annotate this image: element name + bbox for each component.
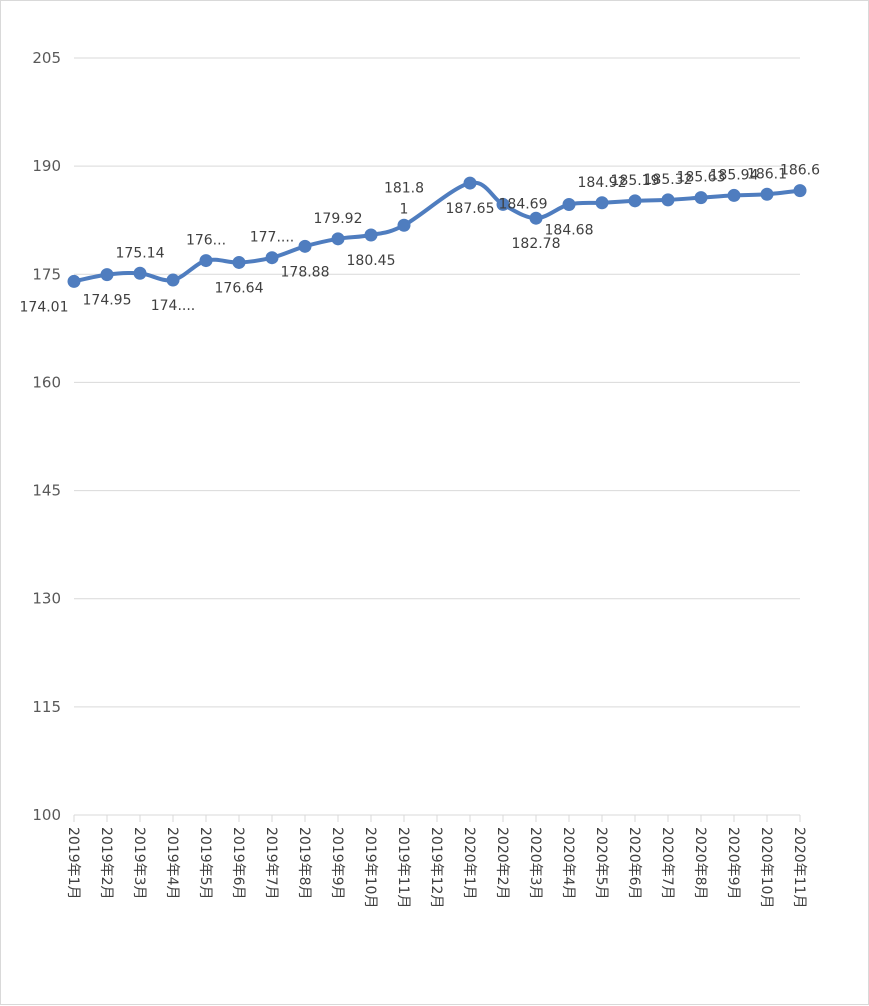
data-label: 184.69 (499, 196, 548, 212)
data-label: 184.92 (578, 175, 627, 191)
x-tick-label: 2020年11月 (791, 827, 807, 908)
data-point (562, 197, 576, 211)
x-tick-label: 2019年10月 (362, 827, 378, 908)
data-label: 179.92 (314, 211, 363, 227)
data-label: 185.63 (677, 170, 726, 186)
data-point (760, 187, 774, 201)
y-tick-label: 175 (32, 265, 61, 283)
data-label: 174.95 (83, 293, 132, 309)
data-label: 176... (186, 233, 226, 249)
data-point (694, 191, 708, 205)
data-label: 180.45 (347, 253, 396, 269)
data-label: 176.64 (215, 280, 264, 296)
data-label: 174.01 (20, 299, 69, 315)
data-label: 174.... (151, 298, 196, 314)
data-point (331, 232, 345, 246)
x-tick-label: 2020年6月 (626, 827, 642, 900)
data-point (298, 239, 312, 253)
data-point (67, 274, 81, 288)
y-tick-label: 190 (32, 157, 61, 175)
data-point (727, 188, 741, 202)
data-label: 181.8 1 (384, 180, 424, 217)
data-point (463, 176, 477, 190)
x-tick-label: 2019年11月 (395, 827, 411, 908)
x-tick-label: 2020年9月 (725, 827, 741, 900)
x-tick-label: 2019年3月 (131, 827, 147, 900)
data-label: 185.32 (644, 172, 693, 188)
data-label: 186.6 (780, 163, 820, 179)
y-tick-label: 130 (32, 590, 61, 608)
data-point (496, 197, 510, 211)
x-tick-label: 2019年1月 (65, 827, 81, 900)
data-label: 184.68 (545, 222, 594, 238)
x-tick-label: 2020年10月 (758, 827, 774, 908)
x-tick-label: 2020年1月 (461, 827, 477, 900)
x-tick-label: 2019年12月 (428, 827, 444, 908)
data-label: 175.14 (116, 245, 165, 261)
y-tick-label: 145 (32, 482, 61, 500)
x-tick-label: 2020年3月 (527, 827, 543, 900)
data-label: 187.65 (446, 201, 495, 217)
data-label: 178.88 (281, 264, 330, 280)
x-tick-label: 2020年8月 (692, 827, 708, 900)
x-tick-label: 2019年2月 (98, 827, 114, 900)
data-label: 182.78 (512, 236, 561, 252)
data-point (397, 218, 411, 232)
x-tick-label: 2020年4月 (560, 827, 576, 900)
x-tick-label: 2020年5月 (593, 827, 609, 900)
data-point (364, 228, 378, 242)
data-label: 177.... (250, 230, 295, 246)
data-label: 185.19 (611, 173, 660, 189)
data-label: 186.1 (747, 166, 787, 182)
data-point (133, 266, 147, 280)
x-tick-label: 2019年7月 (263, 827, 279, 900)
data-point (100, 268, 114, 282)
y-tick-label: 100 (32, 806, 61, 824)
data-point (166, 273, 180, 287)
x-tick-label: 2019年9月 (329, 827, 345, 900)
x-tick-label: 2019年4月 (164, 827, 180, 900)
y-tick-label: 205 (32, 49, 61, 67)
data-point (595, 196, 609, 210)
data-point (199, 254, 213, 268)
y-tick-label: 160 (32, 373, 61, 391)
x-tick-label: 2019年5月 (197, 827, 213, 900)
data-point (265, 251, 279, 265)
x-tick-label: 2019年6月 (230, 827, 246, 900)
x-tick-label: 2020年2月 (494, 827, 510, 900)
data-point (628, 194, 642, 208)
data-point (232, 255, 246, 269)
data-label: 185.94 (710, 167, 759, 183)
x-tick-label: 2020年7月 (659, 827, 675, 900)
series-line (72, 180, 802, 284)
data-point (529, 211, 543, 225)
y-tick-label: 115 (32, 698, 61, 716)
data-point (661, 193, 675, 207)
x-tick-label: 2019年8月 (296, 827, 312, 900)
data-point (793, 184, 807, 198)
